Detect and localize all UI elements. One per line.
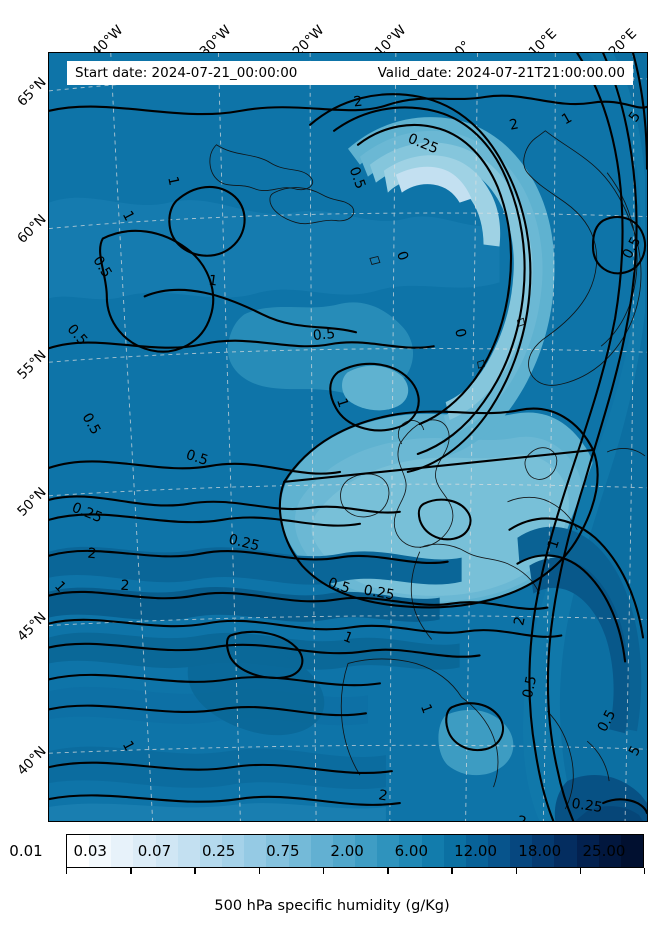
colorbar-label-0: 0.01 bbox=[9, 842, 43, 860]
colorbar-segment-12 bbox=[332, 835, 356, 867]
colorbar-segment-25 bbox=[620, 835, 644, 867]
colorbar-label-4: 0.75 bbox=[266, 842, 300, 860]
colorbar-label-7: 12.00 bbox=[454, 842, 498, 860]
lat-tick-60N: 60°N bbox=[14, 211, 50, 247]
colorbar-segment-9 bbox=[266, 835, 289, 867]
colorbar-segment-16 bbox=[421, 835, 444, 867]
lat-tick-50N: 50°N bbox=[14, 484, 50, 520]
colorbar-tick-7 bbox=[515, 868, 517, 874]
colorbar-segment-14 bbox=[377, 835, 400, 867]
valid-date-label: Valid_date: 2024-07-21T21:00:00.00 bbox=[377, 65, 625, 81]
start-date-label: Start date: 2024-07-21_00:00:00 bbox=[75, 65, 298, 81]
colorbar-segment-6 bbox=[199, 835, 223, 867]
colorbar-segment-21 bbox=[532, 835, 555, 867]
map-canvas bbox=[49, 53, 647, 821]
colorbar-segment-11 bbox=[310, 835, 333, 867]
colorbar-segment-1 bbox=[89, 835, 112, 867]
colorbar-segment-23 bbox=[576, 835, 599, 867]
colorbar-ticks bbox=[66, 868, 646, 876]
colorbar-segment-8 bbox=[244, 835, 267, 867]
colorbar-segment-7 bbox=[222, 835, 245, 867]
colorbar-tick-5 bbox=[387, 868, 389, 874]
colorbar-label-9: 25.00 bbox=[582, 842, 626, 860]
contour-label: 2 bbox=[119, 577, 131, 595]
colorbar-segment-10 bbox=[288, 835, 311, 867]
colorbar-label-1: 0.03 bbox=[73, 842, 107, 860]
colorbar-tick-4 bbox=[322, 868, 325, 874]
colorbar-segment-5 bbox=[177, 835, 200, 867]
colorbar-tick-8 bbox=[579, 868, 582, 874]
colorbar-title: 500 hPa specific humidity (g/Kg) bbox=[214, 898, 450, 914]
colorbar-segment-19 bbox=[487, 835, 511, 867]
colorbar-segment-3 bbox=[133, 835, 156, 867]
contour-label: 2 bbox=[86, 545, 98, 563]
colorbar-segment-17 bbox=[443, 835, 466, 867]
colorbar-segment-13 bbox=[355, 835, 378, 867]
colorbar-segment-15 bbox=[399, 835, 422, 867]
lat-tick-65N: 65°N bbox=[14, 74, 50, 110]
lat-tick-45N: 45°N bbox=[14, 609, 50, 645]
colorbar-label-3: 0.25 bbox=[201, 842, 236, 860]
colorbar-tick-0 bbox=[66, 868, 68, 874]
colorbar-tick-1 bbox=[130, 868, 132, 874]
colorbar-label-5: 2.00 bbox=[330, 842, 364, 860]
colorbar-gradient[interactable] bbox=[66, 834, 644, 868]
colorbar-tick-6 bbox=[451, 868, 453, 874]
colorbar[interactable] bbox=[66, 834, 646, 874]
contour-label: 2 bbox=[352, 93, 364, 111]
map-title-box: Start date: 2024-07-21_00:00:00 Valid_da… bbox=[67, 61, 633, 85]
colorbar-label-6: 6.00 bbox=[394, 842, 429, 860]
colorbar-label-2: 0.07 bbox=[137, 842, 172, 860]
contour-label: 0.5 bbox=[312, 326, 336, 344]
colorbar-segment-4 bbox=[155, 835, 178, 867]
colorbar-label-8: 18.00 bbox=[518, 842, 562, 860]
colorbar-segment-22 bbox=[554, 835, 577, 867]
colorbar-tick-labels: 0.01 0.03 0.07 0.25 0.75 2.00 6.00 12.00 18.00 25… bbox=[0, 842, 625, 864]
contour-label: 2 bbox=[516, 813, 528, 822]
colorbar-tick-3 bbox=[258, 868, 261, 874]
colorbar-segment-18 bbox=[465, 835, 488, 867]
colorbar-segment-0 bbox=[67, 835, 90, 867]
lat-tick-55N: 55°N bbox=[14, 347, 50, 383]
colorbar-segment-24 bbox=[598, 835, 621, 867]
colorbar-tick-9 bbox=[644, 868, 646, 874]
humidity-map[interactable]: 2 0.25 2 1 5 1 0.5 1 0.5 0 0.5 1 0.5 0.5 0 1 0.5 0.5 0.25 0… bbox=[48, 52, 648, 822]
colorbar-segment-20 bbox=[510, 835, 533, 867]
lat-tick-40N: 40°N bbox=[14, 743, 50, 779]
colorbar-segment-2 bbox=[111, 835, 134, 867]
colorbar-tick-2 bbox=[194, 868, 196, 874]
